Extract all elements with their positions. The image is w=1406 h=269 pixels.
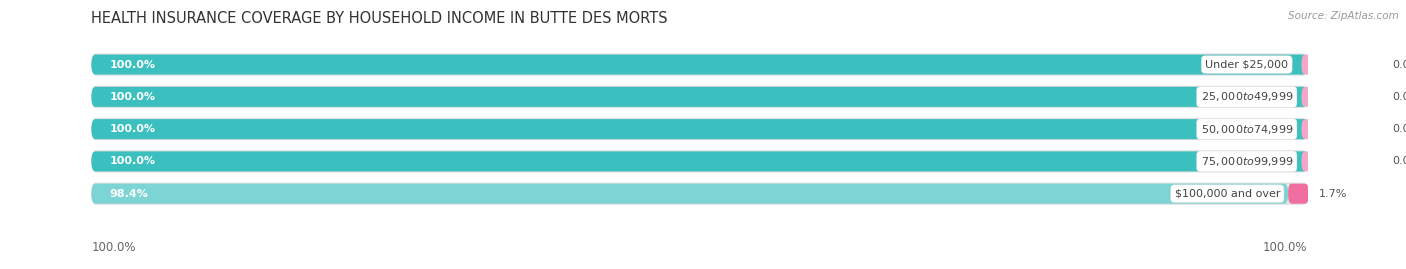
FancyBboxPatch shape	[91, 151, 1308, 171]
FancyBboxPatch shape	[1288, 184, 1309, 204]
Text: 98.4%: 98.4%	[110, 189, 149, 199]
FancyBboxPatch shape	[91, 119, 1308, 139]
Text: $50,000 to $74,999: $50,000 to $74,999	[1201, 123, 1294, 136]
Text: 100.0%: 100.0%	[110, 92, 156, 102]
FancyBboxPatch shape	[1302, 87, 1344, 107]
FancyBboxPatch shape	[91, 54, 1308, 76]
FancyBboxPatch shape	[91, 118, 1308, 140]
Text: $25,000 to $49,999: $25,000 to $49,999	[1201, 90, 1294, 103]
Text: Under $25,000: Under $25,000	[1205, 59, 1288, 70]
Text: 0.0%: 0.0%	[1393, 92, 1406, 102]
Text: 100.0%: 100.0%	[110, 156, 156, 167]
Text: 100.0%: 100.0%	[110, 59, 156, 70]
FancyBboxPatch shape	[91, 119, 1308, 139]
FancyBboxPatch shape	[91, 87, 1308, 107]
Text: 0.0%: 0.0%	[1393, 124, 1406, 134]
FancyBboxPatch shape	[91, 184, 1288, 204]
FancyBboxPatch shape	[1302, 151, 1344, 171]
FancyBboxPatch shape	[91, 151, 1308, 171]
Text: $75,000 to $99,999: $75,000 to $99,999	[1201, 155, 1294, 168]
FancyBboxPatch shape	[91, 150, 1308, 172]
FancyBboxPatch shape	[91, 86, 1308, 108]
FancyBboxPatch shape	[91, 87, 1308, 107]
FancyBboxPatch shape	[1302, 55, 1344, 75]
FancyBboxPatch shape	[91, 55, 1308, 75]
Text: $100,000 and over: $100,000 and over	[1174, 189, 1279, 199]
Text: 0.0%: 0.0%	[1393, 59, 1406, 70]
Text: 1.7%: 1.7%	[1319, 189, 1347, 199]
Text: 100.0%: 100.0%	[110, 124, 156, 134]
Text: 0.0%: 0.0%	[1393, 156, 1406, 167]
Text: 100.0%: 100.0%	[1263, 241, 1308, 254]
Legend: With Coverage, Without Coverage: With Coverage, Without Coverage	[572, 266, 827, 269]
FancyBboxPatch shape	[91, 183, 1308, 205]
Text: HEALTH INSURANCE COVERAGE BY HOUSEHOLD INCOME IN BUTTE DES MORTS: HEALTH INSURANCE COVERAGE BY HOUSEHOLD I…	[91, 11, 668, 26]
Text: 100.0%: 100.0%	[91, 241, 136, 254]
FancyBboxPatch shape	[91, 55, 1308, 75]
FancyBboxPatch shape	[91, 184, 1308, 204]
Text: Source: ZipAtlas.com: Source: ZipAtlas.com	[1288, 11, 1399, 21]
FancyBboxPatch shape	[1302, 119, 1344, 139]
